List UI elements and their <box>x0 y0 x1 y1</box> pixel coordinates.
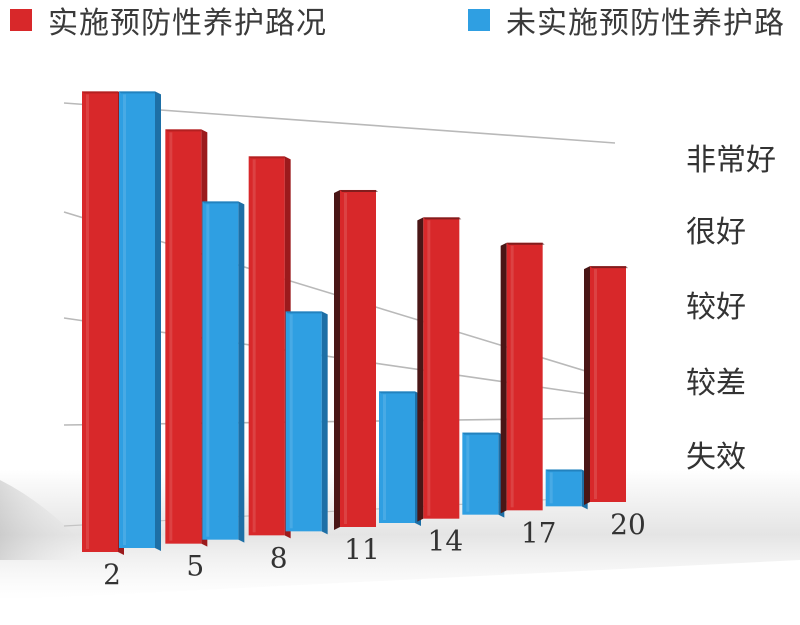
legend-item-unmaintained: 未实施预防性养护路 <box>468 2 785 41</box>
bars <box>82 91 628 556</box>
bar-unmaintained <box>462 432 505 518</box>
y-rating-label: 较差 <box>686 366 746 401</box>
legend-label-maintained: 实施预防性养护路况 <box>48 6 327 41</box>
legend-label-unmaintained: 未实施预防性养护路 <box>506 6 785 41</box>
bar-maintained <box>500 242 545 514</box>
bar-maintained <box>417 217 462 522</box>
y-rating-label: 非常好 <box>686 143 776 178</box>
bar-maintained <box>248 156 291 539</box>
x-tick-labels: 2 5 8 11 14 17 20 <box>103 508 646 591</box>
legend-swatch-unmaintained <box>468 9 490 31</box>
legend-item-maintained: 实施预防性养护路况 <box>10 2 327 41</box>
bar-unmaintained <box>545 469 588 510</box>
legend-swatch-maintained <box>10 9 32 31</box>
bar-maintained <box>165 129 208 547</box>
x-tick-label: 5 <box>186 550 204 583</box>
bar-unmaintained <box>202 201 245 543</box>
x-tick-label: 14 <box>428 525 464 558</box>
floor-shadow <box>0 480 80 560</box>
y-rating-label: 很好 <box>686 215 746 250</box>
y-rating-label: 较好 <box>686 290 746 325</box>
x-tick-label: 8 <box>270 541 288 574</box>
x-tick-label: 17 <box>521 516 557 549</box>
bar-unmaintained <box>119 91 161 552</box>
bar-maintained <box>82 91 124 556</box>
legend: 实施预防性养护路况 未实施预防性养护路 <box>0 0 800 41</box>
y-rating-label: 失效 <box>686 440 746 475</box>
x-tick-label: 11 <box>344 533 380 566</box>
bar-unmaintained <box>285 311 328 535</box>
bar-maintained <box>334 189 378 531</box>
bar-unmaintained <box>379 391 421 526</box>
bar-maintained <box>584 266 628 505</box>
x-tick-label: 2 <box>103 558 121 591</box>
x-tick-label: 20 <box>610 508 646 541</box>
